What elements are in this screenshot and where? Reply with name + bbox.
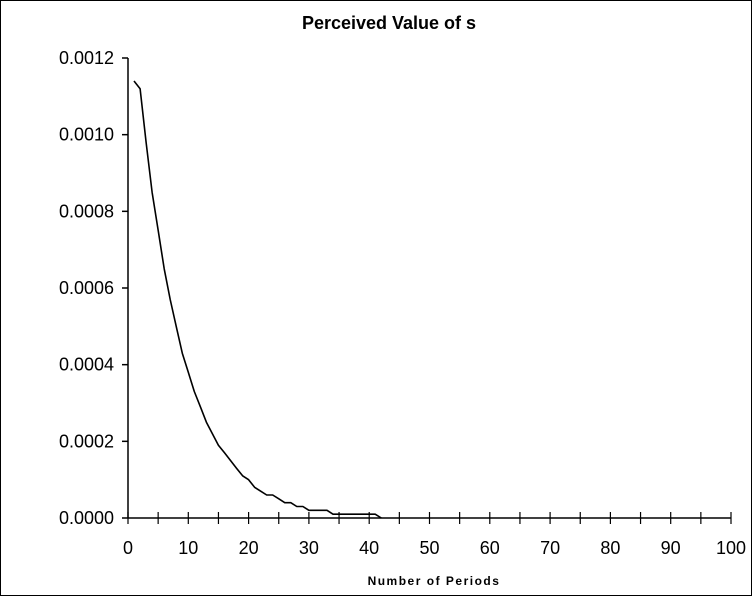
- y-tick-label: 0.0002: [59, 431, 114, 451]
- x-tick-label: 10: [178, 538, 198, 558]
- x-tick-label: 80: [600, 538, 620, 558]
- series-line: [133, 80, 382, 519]
- y-tick-label: 0.0004: [59, 355, 114, 375]
- x-tick-label: 50: [419, 538, 439, 558]
- chart-title: Perceived Value of s: [302, 13, 476, 33]
- y-tick-label: 0.0010: [59, 125, 114, 145]
- x-tick-label: 90: [661, 538, 681, 558]
- y-tick-label: 0.0008: [59, 201, 114, 221]
- x-tick-label: 40: [359, 538, 379, 558]
- x-tick-label: 30: [299, 538, 319, 558]
- x-axis: 0 10 20 30 40 50 60 70 80 90 100: [123, 512, 746, 558]
- x-axis-label: Number of Periods: [368, 574, 501, 588]
- x-tick-label: 70: [540, 538, 560, 558]
- x-tick-label: 0: [123, 538, 133, 558]
- y-tick-label: 0.0006: [59, 278, 114, 298]
- x-tick-label: 20: [239, 538, 259, 558]
- y-tick-label: 0.0012: [59, 48, 114, 68]
- y-tick-label: 0.0000: [59, 508, 114, 528]
- x-tick-label: 100: [716, 538, 746, 558]
- series-group: [133, 80, 382, 519]
- x-tick-label: 60: [480, 538, 500, 558]
- y-axis: 0.0000 0.0002 0.0004 0.0006 0.0008 0.0010 0.00…: [59, 48, 129, 528]
